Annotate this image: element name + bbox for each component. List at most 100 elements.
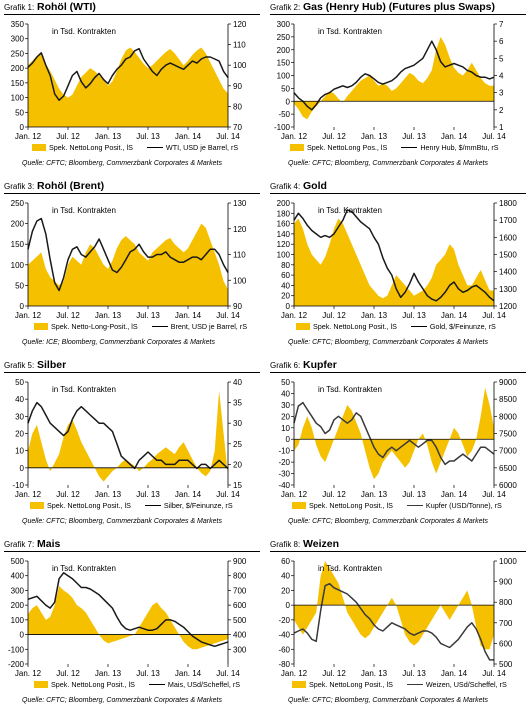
tick-label-right: 100 [233, 276, 247, 285]
legend-swatch-line [151, 326, 168, 327]
tick-label-right: 900 [233, 557, 247, 566]
tick-label-right: 600 [499, 639, 513, 648]
tick-label-left: -100 [274, 123, 291, 132]
tick-label-left: 0 [20, 631, 25, 640]
series-line-price [27, 572, 229, 648]
tick-label-left: 160 [277, 220, 291, 229]
chart-title: Grafik 3: Rohöl (Brent) [4, 180, 105, 192]
chart-panel-wti: Grafik 1: Rohöl (WTI) 0 50 100 150 200 250 300… [0, 0, 266, 179]
tick-label-left: 80 [281, 261, 290, 270]
legend-label-right: Mais, USd/Scheffel, rS [167, 680, 241, 689]
chart-panel-brent: Grafik 3: Rohöl (Brent) 0 50 100 150 200 250 9… [0, 179, 266, 358]
tick-label-x: Jan. 13 [361, 132, 388, 141]
tick-label-left: 30 [15, 412, 24, 421]
legend-swatch-line [146, 147, 163, 148]
chart-panel-weizen: Grafik 8: Weizen -80 -60 -40 -20 0 20 40 60 500 6… [266, 537, 532, 716]
tick-label-right: 9000 [499, 378, 517, 387]
legend-swatch-fill [32, 144, 46, 151]
chart-annotation: in Tsd. Kontrakten [52, 385, 116, 394]
chart-title: Grafik 4: Gold [270, 180, 327, 192]
tick-label-x: Jan. 14 [175, 311, 202, 320]
tick-label-x: Jul. 13 [136, 132, 160, 141]
tick-label-right: 90 [233, 82, 242, 91]
tick-label-right: 400 [233, 631, 247, 640]
legend-label-left: Spek. NettoLong Posit., lS [49, 143, 133, 152]
tick-label-right: 800 [499, 598, 513, 607]
series-line-price [27, 401, 229, 470]
chart-legend: Spek. NettoLong Posit., lS Mais, USd/Sch… [34, 680, 254, 689]
legend-label-right: Kupfer (USD/Tonne), rS [425, 501, 502, 510]
series-area-net-long [28, 47, 228, 127]
tick-label-x: Jul. 13 [136, 490, 160, 499]
tick-label-left: 100 [11, 261, 25, 270]
legend-swatch-line [144, 505, 161, 506]
tick-label-right: 600 [233, 601, 247, 610]
chart-plot: -80 -60 -40 -20 0 20 40 60 500 600 700 800 900 1000 Ja… [278, 557, 517, 678]
legend-label-right: WTI, USD je Barrel, rS [165, 143, 239, 152]
tick-label-right: 15 [233, 481, 242, 490]
tick-label-right: 110 [233, 251, 246, 260]
tick-label-left: 250 [277, 33, 291, 42]
tick-label-left: 120 [277, 240, 291, 249]
tick-label-x: Jul. 12 [56, 669, 80, 678]
tick-label-right: 800 [233, 572, 247, 581]
tick-label-left: 200 [11, 64, 25, 73]
tick-label-x: Jan. 13 [95, 132, 122, 141]
tick-label-right: 120 [233, 225, 247, 234]
chart-panel-gas: Grafik 2: Gas (Henry Hub) (Futures plus … [266, 0, 532, 179]
tick-label-x: Jan. 13 [95, 669, 122, 678]
tick-label-left: -20 [278, 616, 290, 625]
chart-legend: Spek. Netto-Long-Posit., lS Brent, USD j… [34, 322, 261, 331]
tick-label-left: 200 [277, 199, 291, 208]
tick-label-left: 180 [277, 209, 291, 218]
tick-label-right: 1600 [499, 233, 517, 242]
chart-title: Grafik 7: Mais [4, 538, 61, 550]
tick-label-x: Jul. 12 [56, 311, 80, 320]
series-line-price [27, 47, 229, 101]
series-line-price [293, 40, 495, 111]
tick-label-x: Jan. 14 [441, 132, 468, 141]
tick-label-left: 20 [15, 430, 24, 439]
series-area-net-long [294, 387, 494, 480]
tick-label-x: Jan. 12 [15, 490, 42, 499]
tick-label-left: 40 [281, 389, 290, 398]
tick-label-left: -50 [278, 110, 290, 119]
chart-plot: -40 -30 -20 -10 0 10 20 30 40 50 6000 6500 7000 7500 8… [278, 378, 517, 499]
legend-label-left: Spek. NettoLong Posit., lS [309, 680, 393, 689]
tick-label-left: 30 [281, 401, 290, 410]
source-note: Quelle: CFTC; Bloomberg, Commerzbank Cor… [22, 697, 222, 704]
tick-label-right: 20 [233, 460, 242, 469]
chart-title: Grafik 8: Weizen [270, 538, 339, 550]
tick-label-x: Jul. 14 [482, 490, 506, 499]
tick-label-right: 1400 [499, 268, 517, 277]
legend-swatch-fill [292, 502, 306, 509]
legend-label-left: Spek. NettoLong Posit., lS [309, 501, 393, 510]
legend-label-left: Spek. NettoLong Posit., lS [51, 680, 135, 689]
tick-label-left: 0 [20, 464, 25, 473]
tick-label-left: 50 [15, 108, 24, 117]
chart-legend: Spek. NettoLong Posit., lS WTI, USD je B… [32, 143, 252, 152]
tick-label-x: Jul. 14 [482, 132, 506, 141]
tick-label-left: 50 [15, 281, 24, 290]
chart-plot: 0 50 100 150 200 250 300 350 70 80 90 100 110 120 Jan.… [11, 20, 247, 141]
tick-label-x: Jan. 13 [361, 490, 388, 499]
tick-label-left: 50 [281, 84, 290, 93]
tick-label-right: 30 [233, 419, 242, 428]
series-line-price [293, 209, 495, 302]
tick-label-left: 150 [11, 240, 25, 249]
legend-label-right: Silber, $/Feinunze, rS [163, 501, 233, 510]
source-note: Quelle: CFTC; Bloomberg, Commerzbank Cor… [288, 518, 488, 525]
series-area-net-long [28, 390, 228, 482]
tick-label-left: -40 [278, 631, 290, 640]
chart-plot: 0 50 100 150 200 250 90 100 110 120 130 Jan. 12 Jul.… [11, 199, 247, 320]
chart-plot: -10 0 10 20 30 40 50 15 20 25 30 35 40 Jan. 12 Jul. 12… [12, 378, 242, 499]
chart-panel-mais: Grafik 7: Mais -200 -100 0 100 200 300 400 500 3… [0, 537, 266, 716]
source-note: Quelle: CFTC; Bloomberg, Commerzbank Cor… [22, 160, 222, 167]
tick-label-left: 0 [286, 97, 291, 106]
tick-label-left: 20 [281, 586, 290, 595]
tick-label-right: 7000 [499, 447, 517, 456]
chart-annotation: in Tsd. Kontrakten [318, 564, 382, 573]
series-area-net-long [294, 218, 494, 306]
tick-label-left: 0 [286, 435, 291, 444]
